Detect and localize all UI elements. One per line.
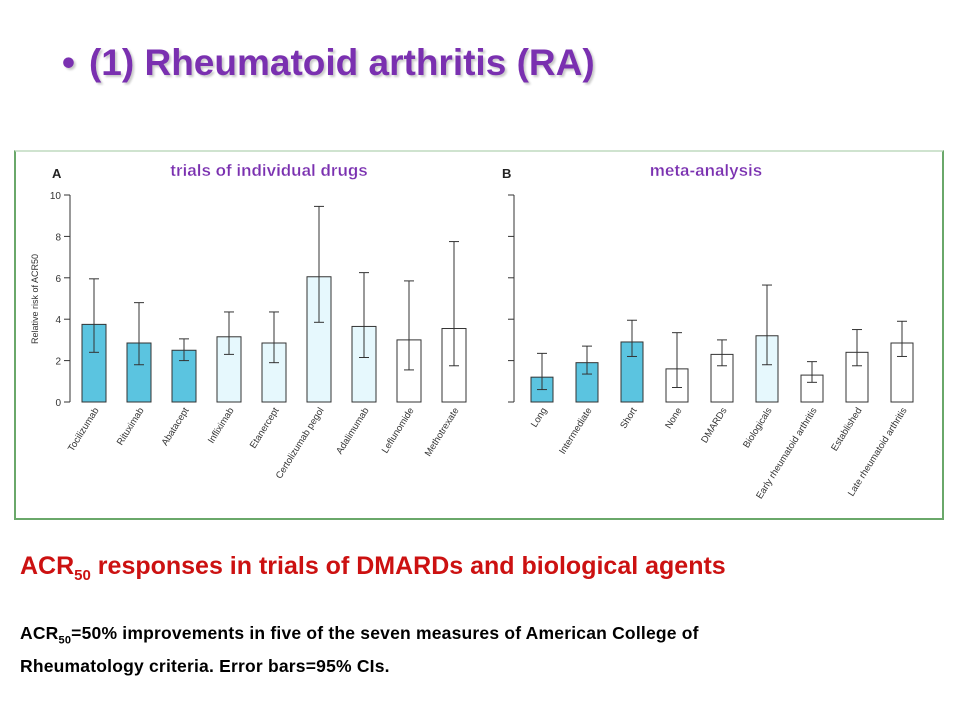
panel-a-y-tick-label: 0	[55, 398, 61, 409]
figure-note: ACR50=50% improvements in five of the se…	[20, 621, 940, 679]
panel-a-bar	[171, 349, 197, 403]
panel-b-bar	[575, 362, 599, 403]
title-text: (1) Rheumatoid arthritis (RA)	[88, 42, 595, 83]
slide-title: • (1) Rheumatoid arthritis (RA)	[62, 42, 595, 84]
panel-b-category-label: Intermediate	[557, 406, 594, 457]
panel-a-y-tick-label: 6	[55, 274, 61, 285]
panel-a-category-label: Leflunomide	[380, 406, 417, 456]
panel-a-y-tick-label: 2	[55, 357, 61, 368]
panel-b-category-label: Established	[829, 406, 864, 453]
panel-a-category-label: Infliximab	[206, 406, 237, 446]
panel-a-bar	[216, 336, 242, 403]
panel-b-category-label: Long	[529, 406, 550, 430]
note-line-1: ACR50=50% improvements in five of the se…	[20, 623, 699, 647]
panel-a-category-label: Rituximab	[115, 406, 147, 448]
panel-a-y-tick-label: 10	[50, 191, 62, 202]
panel-b-letter: B	[502, 166, 511, 181]
panel-b-heading: meta-analysis	[650, 161, 762, 180]
panel-a-category-label: Adalimumab	[334, 406, 371, 457]
panel-b-category-label: Biologicals	[741, 406, 775, 451]
panel-a-heading: trials of individual drugs	[170, 161, 367, 180]
panel-a-category-label: Tocilizumab	[66, 406, 102, 454]
panel-b-category-label: DMARDs	[699, 406, 729, 446]
panel-b-category-label: None	[663, 406, 684, 431]
figure-caption: ACR50 responses in trials of DMARDs and …	[20, 552, 726, 584]
panel-a-y-axis-label: Relative risk of ACR50	[30, 254, 40, 344]
panel-b-category-label: Short	[618, 405, 640, 430]
note-line-2: Rheumatology criteria. Error bars=95% CI…	[20, 655, 390, 676]
panel-a-y-tick-label: 4	[55, 315, 61, 326]
panel-a-category-label: Certolizumab pegol	[274, 406, 327, 481]
panel-a-letter: A	[52, 166, 62, 181]
title-bullet: •	[62, 42, 75, 83]
panel-a-y-tick-label: 8	[55, 232, 61, 243]
panel-a-category-label: Etanercept	[248, 405, 282, 450]
panel-a-category-label: Methotrexate	[423, 406, 462, 459]
panel-a-category-label: Abatacept	[160, 405, 192, 447]
